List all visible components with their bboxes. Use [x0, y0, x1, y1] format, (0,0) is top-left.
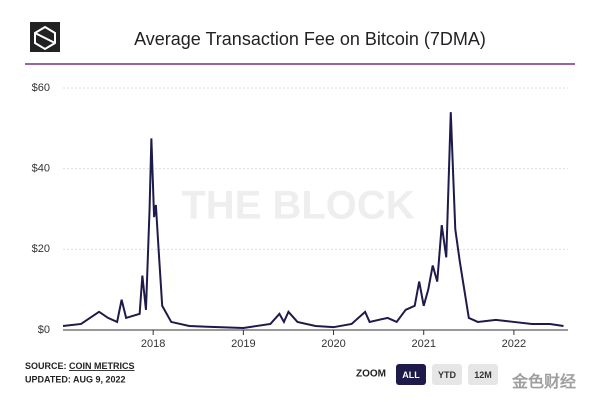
watermark: THE BLOCK: [181, 184, 414, 228]
source: SOURCE: COIN METRICS: [25, 361, 135, 371]
x-tick-label: 2019: [231, 338, 255, 350]
x-tick-label: 2022: [502, 338, 526, 350]
zoom-label: ZOOM: [356, 369, 386, 380]
updated: UPDATED: AUG 9, 2022: [25, 374, 126, 384]
logo: [30, 22, 60, 52]
x-tick-label: 2018: [141, 338, 165, 350]
x-tick-label: 2020: [321, 338, 345, 350]
overlay-watermark: 金色财经: [512, 374, 577, 391]
x-tick-label: 2021: [411, 338, 435, 350]
y-tick-label: $60: [32, 82, 50, 94]
zoom-button[interactable]: ALL: [396, 364, 426, 385]
source-label: SOURCE:: [25, 361, 67, 371]
zoom-button[interactable]: YTD: [432, 364, 462, 385]
y-tick-label: $20: [32, 243, 50, 255]
source-link[interactable]: COIN METRICS: [69, 361, 135, 371]
y-tick-label: $0: [38, 324, 50, 336]
plot: $0 $20 $40 $60 2018 2019 2020 2021 2022: [32, 82, 568, 350]
chart-title: Average Transaction Fee on Bitcoin (7DMA…: [134, 29, 486, 49]
line: [62, 112, 564, 329]
zoom-button[interactable]: 12M: [468, 364, 498, 385]
y-tick-label: $40: [32, 163, 50, 175]
